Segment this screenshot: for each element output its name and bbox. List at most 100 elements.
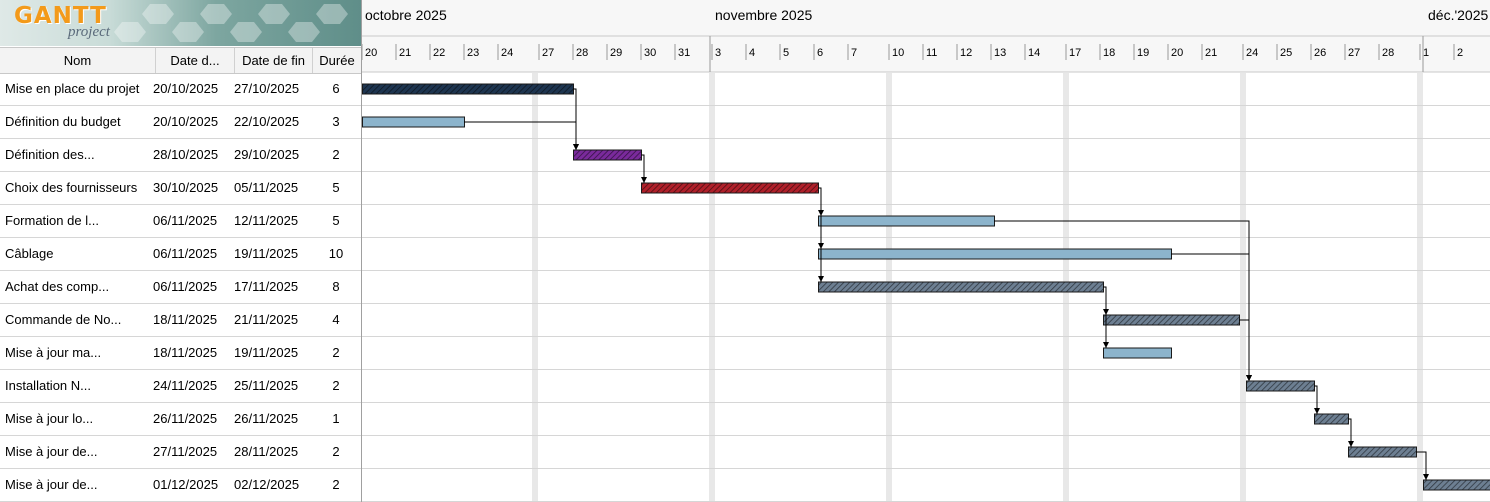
column-header-name[interactable]: Nom <box>0 48 156 73</box>
table-row[interactable]: Mise à jour de... 27/11/2025 28/11/2025 2 <box>0 436 361 469</box>
task-name: Mise à jour ma... <box>5 345 102 360</box>
day-label: 11 <box>926 47 937 59</box>
task-bar <box>362 116 465 128</box>
day-label: 12 <box>960 47 972 59</box>
task-table: Mise en place du projet 20/10/2025 27/10/2… <box>0 73 361 502</box>
task-start-date: 30/10/2025 <box>153 180 219 195</box>
logo-text: GANTT <box>14 3 107 29</box>
day-label: 3 <box>715 47 721 59</box>
dependency-line <box>464 121 577 150</box>
task-end-date: 25/11/2025 <box>234 378 299 393</box>
task-end-date: 26/11/2025 <box>234 411 299 426</box>
task-duration: 6 <box>332 81 340 96</box>
task-bar <box>818 281 1104 293</box>
table-row[interactable]: Formation de l... 06/11/2025 12/11/2025 5 <box>0 205 361 238</box>
task-end-date: 19/11/2025 <box>234 246 299 261</box>
task-name: Définition des... <box>5 147 95 162</box>
day-label: 7 <box>851 47 857 59</box>
task-bar <box>1246 380 1315 392</box>
task-start-date: 18/11/2025 <box>153 345 218 360</box>
task-name: Câblage <box>5 246 54 261</box>
column-header-end-date[interactable]: Date de fin <box>235 48 313 73</box>
day-label: 25 <box>1280 47 1292 59</box>
gantt-chart: octobre 2025 novembre 2025 déc.'2025 20 21 22… <box>361 0 1490 502</box>
month-label: octobre 2025 <box>365 7 447 23</box>
column-header-duration[interactable]: Durée <box>319 53 355 68</box>
day-label: 21 <box>399 47 411 59</box>
dependency-arrowhead <box>641 177 647 183</box>
weekend-band <box>1417 73 1423 502</box>
month-label: novembre 2025 <box>715 7 813 23</box>
task-duration: 2 <box>332 378 340 393</box>
table-row[interactable]: Mise à jour de... 01/12/2025 02/12/2025 2 <box>0 469 361 502</box>
task-duration: 3 <box>332 114 340 129</box>
table-row[interactable]: Mise à jour ma... 18/11/2025 19/11/2025 2 <box>0 337 361 370</box>
day-label: 24 <box>1246 47 1258 59</box>
day-label: 18 <box>1103 47 1115 59</box>
month-label: déc.'2025 <box>1428 7 1488 23</box>
dependency-line <box>1348 418 1352 447</box>
task-bar <box>1423 479 1490 491</box>
table-row[interactable]: Mise en place du projet 20/10/2025 27/10/2… <box>0 73 361 106</box>
task-bar <box>1348 446 1417 458</box>
task-start-date: 28/10/2025 <box>153 147 219 162</box>
dependency-line <box>1416 451 1427 480</box>
task-name: Achat des comp... <box>5 279 110 294</box>
day-label: 27 <box>1348 47 1360 59</box>
day-label: 28 <box>576 47 588 59</box>
task-duration: 5 <box>332 180 340 195</box>
task-name: Mise à jour lo... <box>5 411 94 426</box>
task-start-date: 06/11/2025 <box>153 213 218 228</box>
hexagon-pattern-icon <box>114 4 348 42</box>
day-label: 27 <box>542 47 554 59</box>
day-label: 19 <box>1137 47 1149 59</box>
column-header-start-date[interactable]: Date d... <box>156 48 235 73</box>
day-label: 24 <box>501 47 513 59</box>
task-end-date: 02/12/2025 <box>234 477 300 492</box>
task-start-date: 01/12/2025 <box>153 477 219 492</box>
day-label: 31 <box>678 47 690 59</box>
task-duration: 10 <box>328 246 344 261</box>
dependency-line <box>818 187 822 282</box>
task-duration: 5 <box>332 213 340 228</box>
task-duration: 2 <box>332 477 340 492</box>
weekend-band <box>1240 73 1246 502</box>
table-row[interactable]: Câblage 06/11/2025 19/11/2025 10 <box>0 238 361 271</box>
task-bar <box>1103 314 1240 326</box>
task-duration: 8 <box>332 279 340 294</box>
day-label: 13 <box>994 47 1006 59</box>
task-name: Mise à jour de... <box>5 444 98 459</box>
task-bar <box>1314 413 1349 425</box>
task-start-date: 06/11/2025 <box>153 246 218 261</box>
task-end-date: 22/10/2025 <box>234 114 300 129</box>
task-duration: 2 <box>332 345 340 360</box>
table-row[interactable]: Choix des fournisseurs 30/10/2025 05/11/20… <box>0 172 361 205</box>
task-duration: 2 <box>332 147 340 162</box>
task-name: Installation N... <box>5 378 91 393</box>
task-bar <box>1103 347 1172 359</box>
table-row[interactable]: Définition du budget 20/10/2025 22/10/2025… <box>0 106 361 139</box>
day-label: 21 <box>1205 47 1217 59</box>
task-start-date: 06/11/2025 <box>153 279 218 294</box>
table-row[interactable]: Installation N... 24/11/2025 25/11/2025 2 <box>0 370 361 403</box>
task-name: Commande de No... <box>5 312 122 327</box>
task-bar <box>818 215 995 227</box>
task-duration: 4 <box>332 312 340 327</box>
task-name: Mise à jour de... <box>5 477 98 492</box>
task-end-date: 19/11/2025 <box>234 345 299 360</box>
dependency-arrowhead <box>573 144 579 150</box>
task-name: Formation de l... <box>5 213 99 228</box>
day-label: 6 <box>817 47 823 59</box>
table-row[interactable]: Commande de No... 18/11/2025 21/11/2025 4 <box>0 304 361 337</box>
day-label: 1 <box>1423 47 1429 59</box>
task-table-header: Nom Date d... Date de fin Durée <box>0 47 361 74</box>
table-row[interactable]: Définition des... 28/10/2025 29/10/2025 2 <box>0 139 361 172</box>
day-label: 29 <box>610 47 622 59</box>
table-row[interactable]: Mise à jour lo... 26/11/2025 26/11/2025 1 <box>0 403 361 436</box>
dependency-arrowhead <box>1423 474 1429 480</box>
day-label: 22 <box>433 47 445 59</box>
day-label: 14 <box>1028 47 1040 59</box>
table-row[interactable]: Achat des comp... 06/11/2025 17/11/2025 8 <box>0 271 361 304</box>
dependency-arrowhead <box>1246 375 1252 381</box>
